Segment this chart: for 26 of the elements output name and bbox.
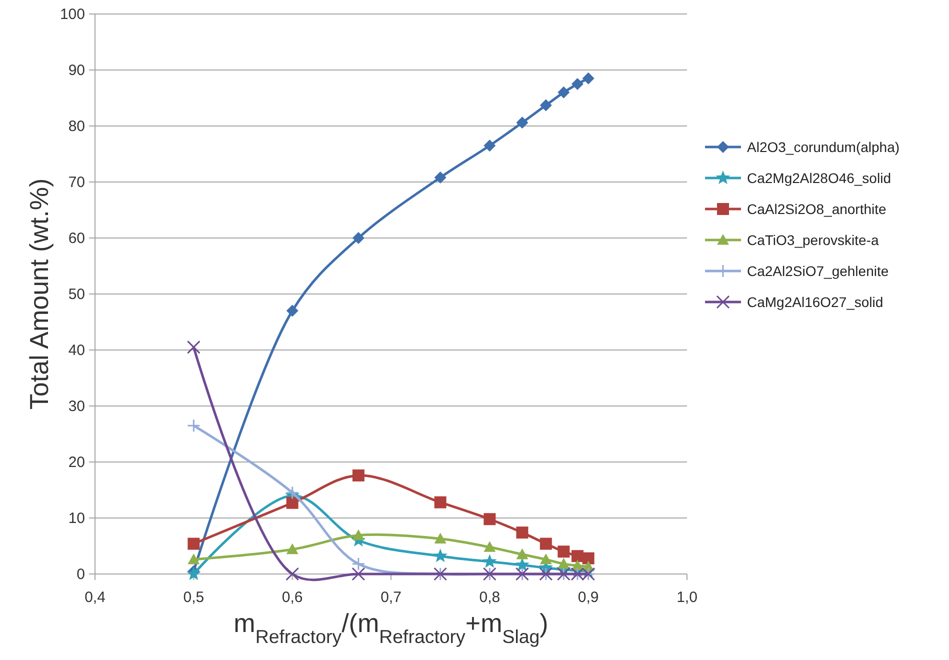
legend-label: Ca2Al2SiO7_gehlenite	[747, 263, 889, 279]
y-tick-label: 70	[68, 174, 85, 191]
y-tick-label: 30	[68, 398, 85, 415]
x-tick-label: 0,4	[84, 589, 106, 606]
y-tick-label: 80	[68, 118, 85, 135]
legend-label: CaTiO3_perovskite-a	[747, 232, 879, 248]
y-tick-label: 60	[68, 230, 85, 247]
y-tick-label: 10	[68, 510, 85, 527]
x-tick-label: 0,8	[479, 589, 500, 606]
x-tick-label: 0,9	[578, 589, 599, 606]
y-tick-label: 50	[68, 286, 85, 303]
x-axis-title: m$_{Refractory}$/(m$_{Refractory}$+m$_{Slag}$)	[234, 608, 548, 646]
x-tick-label: 0,6	[282, 589, 303, 606]
legend-label: CaMg2Al16O27_solid	[747, 294, 884, 310]
y-axis-title: Total Amount (wt.%)	[24, 178, 54, 410]
x-tick-label: 1,0	[676, 589, 698, 606]
legend-label: Al2O3_corundum(alpha)	[747, 139, 900, 155]
x-tick-label: 0,5	[183, 589, 204, 606]
legend-label: Ca2Mg2Al28O46_solid	[747, 170, 891, 186]
y-tick-label: 0	[76, 566, 85, 583]
y-tick-label: 90	[68, 62, 85, 79]
y-tick-label: 40	[68, 342, 85, 359]
x-tick-label: 0,7	[380, 589, 402, 606]
legend-label: CaAl2Si2O8_anorthite	[747, 201, 887, 217]
y-tick-label: 20	[68, 454, 85, 471]
y-tick-label: 100	[60, 6, 85, 23]
